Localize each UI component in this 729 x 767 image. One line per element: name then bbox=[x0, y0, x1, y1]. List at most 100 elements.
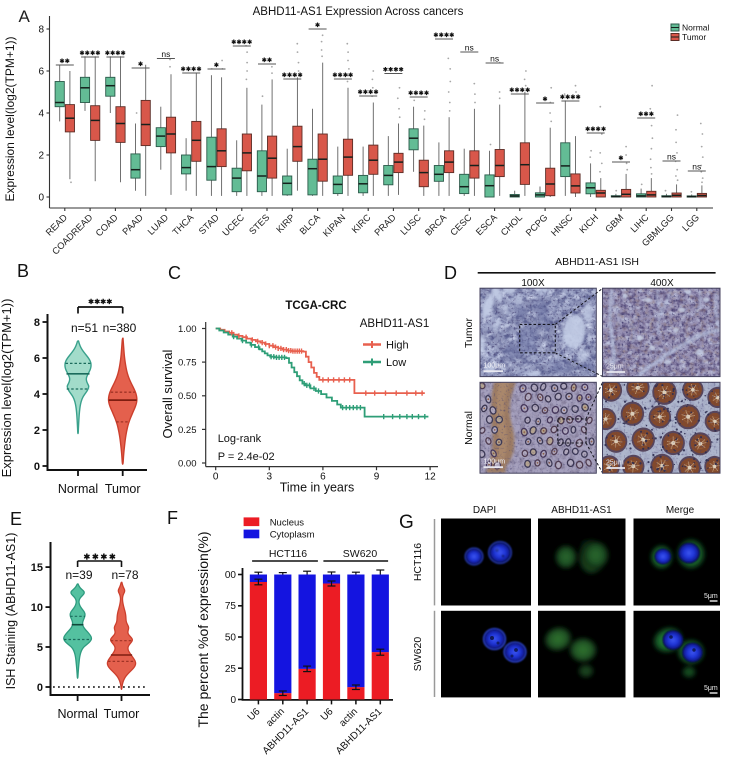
svg-text:50: 50 bbox=[225, 633, 237, 644]
svg-text:4: 4 bbox=[34, 389, 41, 401]
svg-text:The percent %of expression(%): The percent %of expression(%) bbox=[195, 531, 211, 727]
svg-text:SW620: SW620 bbox=[343, 548, 378, 560]
svg-text:ns: ns bbox=[161, 49, 170, 59]
svg-text:B: B bbox=[17, 261, 29, 281]
svg-text:Expression level(log2(TPM+1)): Expression level(log2(TPM+1)) bbox=[0, 299, 14, 478]
svg-text:5μm: 5μm bbox=[704, 593, 718, 600]
svg-text:n=51: n=51 bbox=[71, 321, 98, 335]
svg-text:P = 2.4e-02: P = 2.4e-02 bbox=[218, 451, 275, 463]
svg-text:25μm: 25μm bbox=[606, 460, 624, 467]
svg-text:✱✱✱✱: ✱✱✱✱ bbox=[585, 126, 606, 133]
svg-text:G: G bbox=[399, 512, 414, 533]
svg-text:DAPI: DAPI bbox=[473, 505, 496, 516]
svg-text:8: 8 bbox=[38, 25, 44, 36]
svg-text:0: 0 bbox=[213, 472, 219, 483]
svg-text:✱: ✱ bbox=[618, 155, 623, 162]
svg-text:Normal: Normal bbox=[682, 23, 710, 33]
svg-text:HCT116: HCT116 bbox=[412, 543, 424, 581]
svg-text:✱✱✱✱: ✱✱✱✱ bbox=[332, 72, 353, 79]
svg-text:✱✱: ✱✱ bbox=[262, 57, 273, 64]
svg-text:SW620: SW620 bbox=[412, 637, 424, 672]
svg-text:6: 6 bbox=[320, 472, 326, 483]
svg-text:10: 10 bbox=[31, 602, 43, 614]
svg-text:0.75: 0.75 bbox=[178, 358, 197, 369]
svg-text:400X: 400X bbox=[650, 278, 674, 289]
svg-text:✱✱✱✱: ✱✱✱✱ bbox=[560, 94, 581, 101]
svg-text:A: A bbox=[19, 7, 31, 26]
svg-text:8: 8 bbox=[34, 317, 40, 329]
svg-text:75: 75 bbox=[225, 601, 237, 612]
svg-text:n=78: n=78 bbox=[111, 568, 138, 582]
svg-text:✱✱✱✱: ✱✱✱✱ bbox=[181, 66, 202, 73]
svg-text:Normal: Normal bbox=[463, 411, 475, 445]
svg-text:Nucleus: Nucleus bbox=[270, 518, 305, 529]
svg-text:✱: ✱ bbox=[315, 22, 320, 29]
svg-text:Low: Low bbox=[386, 357, 406, 369]
svg-text:C: C bbox=[168, 263, 181, 283]
svg-text:Normal: Normal bbox=[58, 482, 98, 496]
svg-text:✱✱✱✱: ✱✱✱✱ bbox=[509, 87, 530, 94]
svg-text:Tumor: Tumor bbox=[104, 707, 140, 721]
svg-text:Tumor: Tumor bbox=[682, 32, 706, 42]
svg-text:Merge: Merge bbox=[666, 505, 695, 516]
svg-text:✱✱✱✱: ✱✱✱✱ bbox=[105, 50, 126, 57]
svg-text:100μm: 100μm bbox=[484, 363, 506, 370]
svg-text:n=380: n=380 bbox=[103, 321, 137, 335]
svg-text:ns: ns bbox=[465, 43, 474, 53]
svg-text:0: 0 bbox=[38, 193, 44, 204]
svg-text:5: 5 bbox=[37, 642, 43, 654]
svg-text:✱✱✱✱: ✱✱✱✱ bbox=[358, 89, 379, 96]
svg-text:ABHD11-AS1 Expression Across c: ABHD11-AS1 Expression Across cancers bbox=[253, 6, 464, 18]
svg-text:HCT116: HCT116 bbox=[269, 548, 307, 560]
svg-text:✱: ✱ bbox=[214, 62, 219, 69]
svg-text:0.50: 0.50 bbox=[178, 391, 197, 402]
svg-text:Expression level(log2(TPM+1)): Expression level(log2(TPM+1)) bbox=[3, 36, 17, 201]
svg-text:6: 6 bbox=[34, 353, 40, 365]
svg-text:✱: ✱ bbox=[138, 61, 143, 68]
svg-text:12: 12 bbox=[425, 472, 437, 483]
svg-text:Normal: Normal bbox=[57, 707, 97, 721]
svg-text:✱: ✱ bbox=[542, 96, 547, 103]
svg-text:E: E bbox=[10, 509, 22, 529]
svg-text:15: 15 bbox=[31, 562, 43, 574]
svg-text:TCGA-CRC: TCGA-CRC bbox=[285, 300, 346, 312]
svg-text:25μm: 25μm bbox=[606, 364, 624, 371]
svg-text:ns: ns bbox=[490, 54, 499, 64]
svg-text:✱✱✱✱: ✱✱✱✱ bbox=[408, 90, 429, 97]
svg-text:Tumor: Tumor bbox=[463, 318, 475, 348]
svg-text:00: 00 bbox=[225, 570, 237, 581]
svg-text:4: 4 bbox=[38, 109, 44, 120]
svg-text:1.00: 1.00 bbox=[178, 324, 197, 335]
svg-text:2: 2 bbox=[34, 425, 40, 437]
svg-text:Cytoplasm: Cytoplasm bbox=[270, 530, 315, 541]
svg-text:ns: ns bbox=[692, 162, 701, 172]
svg-text:5μm: 5μm bbox=[704, 685, 718, 692]
svg-text:✱✱✱: ✱✱✱ bbox=[638, 111, 654, 118]
svg-text:100X: 100X bbox=[521, 278, 545, 289]
svg-text:Tumor: Tumor bbox=[105, 482, 141, 496]
svg-text:ISH Staining (ABHD11-AS1): ISH Staining (ABHD11-AS1) bbox=[4, 533, 18, 690]
svg-text:High: High bbox=[386, 340, 409, 352]
svg-text:✱✱✱✱: ✱✱✱✱ bbox=[80, 50, 101, 57]
svg-text:25: 25 bbox=[225, 664, 237, 675]
svg-text:✱✱: ✱✱ bbox=[60, 58, 71, 65]
svg-text:ABHD11-AS1: ABHD11-AS1 bbox=[360, 318, 429, 330]
svg-text:Log-rank: Log-rank bbox=[218, 433, 262, 445]
svg-text:0: 0 bbox=[37, 682, 43, 694]
svg-text:Time in years: Time in years bbox=[280, 481, 355, 495]
svg-text:✱✱✱✱: ✱✱✱✱ bbox=[383, 66, 404, 73]
svg-text:0.25: 0.25 bbox=[178, 425, 197, 436]
svg-text:9: 9 bbox=[374, 472, 380, 483]
svg-text:ABHD11-AS1 ISH: ABHD11-AS1 ISH bbox=[555, 256, 639, 268]
svg-text:0: 0 bbox=[34, 461, 40, 473]
svg-text:ns: ns bbox=[667, 152, 676, 162]
svg-text:F: F bbox=[167, 508, 178, 528]
svg-text:3: 3 bbox=[267, 472, 273, 483]
svg-text:ABHD11-AS1: ABHD11-AS1 bbox=[551, 505, 612, 516]
svg-text:0: 0 bbox=[230, 695, 236, 706]
svg-text:2: 2 bbox=[38, 151, 44, 162]
svg-text:6: 6 bbox=[38, 67, 44, 78]
svg-text:✱✱✱✱: ✱✱✱✱ bbox=[282, 72, 303, 79]
svg-text:100μm: 100μm bbox=[484, 459, 506, 466]
svg-text:✱✱✱✱: ✱✱✱✱ bbox=[231, 39, 252, 46]
